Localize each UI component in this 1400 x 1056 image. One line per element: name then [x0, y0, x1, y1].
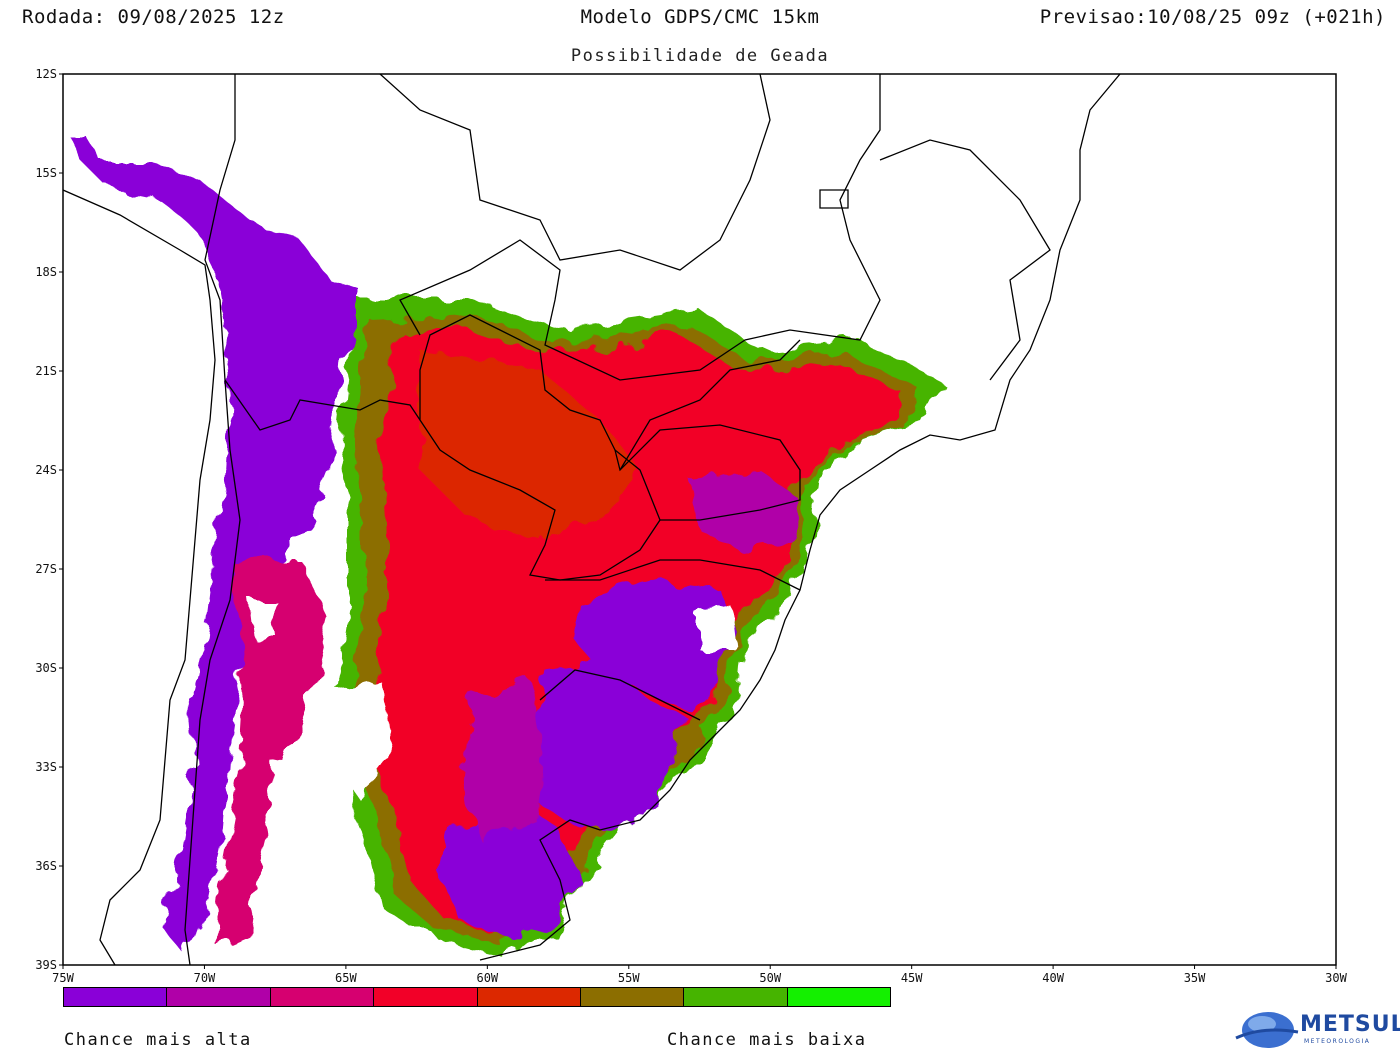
lon-tick-label: 50W [759, 971, 781, 985]
border-chile-argentina [184, 379, 241, 965]
logo-wordmark: METSUL [1300, 1012, 1400, 1037]
lon-tick-label: 40W [1042, 971, 1064, 985]
colorbar-segment [270, 988, 375, 1006]
map-frame [62, 73, 1337, 966]
border-rs [539, 559, 801, 721]
lat-tick-label: 18S [35, 265, 57, 279]
globe-icon [1235, 1012, 1299, 1048]
coastline-west [63, 189, 216, 965]
lat-tick-label: 27S [35, 562, 57, 576]
frost-map: 12S 15S 18S 21S 24S 27S 30S 33S 36S 39S 75W 70W 65W… [35, 67, 1348, 985]
frost-zone-uruguay [530, 660, 690, 830]
lon-tick-label: 55W [618, 971, 640, 985]
lon-tick-label: 70W [194, 971, 216, 985]
lon-tick-label: 45W [901, 971, 923, 985]
border-states-south [614, 424, 801, 521]
lat-tick-label: 24S [35, 463, 57, 477]
frost-zone-andes-edge [215, 560, 330, 945]
lat-tick-label: 33S [35, 760, 57, 774]
colorbar-segment [580, 988, 685, 1006]
lat-tick-label: 30S [35, 661, 57, 675]
latitude-ticks: 12S 15S 18S 21S 24S 27S 30S 33S 36S 39S [35, 67, 63, 972]
lake-bahia [819, 189, 849, 209]
frost-colorbar [63, 987, 891, 1007]
model-label: Modelo GDPS/CMC 15km [580, 6, 820, 28]
frost-field [68, 135, 940, 965]
lon-tick-label: 30W [1325, 971, 1347, 985]
lon-tick-label: 65W [335, 971, 357, 985]
lat-tick-label: 15S [35, 166, 57, 180]
lat-tick-label: 12S [35, 67, 57, 81]
frost-zone-orange-patch [420, 350, 640, 540]
border-paraguay [419, 314, 661, 581]
lat-tick-label: 36S [35, 859, 57, 873]
metsul-logo: METSUL METEOROLOGIA [1232, 1008, 1400, 1052]
no-frost-gap-4 [370, 930, 460, 965]
no-frost-gap-1 [330, 680, 390, 800]
border-andes [204, 74, 421, 431]
run-time-label: Rodada: 09/08/2025 12z [22, 6, 285, 28]
logo-tagline: METEOROLOGIA [1304, 1038, 1371, 1045]
border-states-north [379, 74, 771, 271]
border-ms-sp [619, 339, 801, 471]
frost-zone-parana [690, 470, 800, 550]
colorbar-segment [374, 988, 478, 1006]
colorbar-segment [477, 988, 581, 1006]
no-frost-gap-3 [700, 605, 735, 650]
colorbar-segment [167, 988, 271, 1006]
frost-zone-pampa-edge [460, 680, 545, 840]
lat-tick-label: 39S [35, 958, 57, 972]
boundaries [63, 74, 1121, 965]
border-states-ne [879, 139, 1051, 381]
lon-tick-label: 60W [476, 971, 498, 985]
colorbar-segment [64, 988, 168, 1006]
colorbar-segment [787, 988, 890, 1006]
frost-zone-andes [68, 135, 360, 950]
colorbar-right-label: Chance mais baixa [667, 1030, 867, 1050]
no-frost-gap-5 [250, 600, 280, 640]
frost-zone-pampa [440, 800, 580, 940]
no-frost-gap-2 [270, 760, 320, 830]
lon-tick-label: 35W [1184, 971, 1206, 985]
border-brazil-bolivia [399, 74, 881, 381]
coastline-east [479, 74, 1121, 961]
frost-zone-rs [575, 580, 735, 710]
map-subtitle: Possibilidade de Geada [570, 46, 830, 66]
forecast-valid-label: Previsao:10/08/25 09z (+021h) [1039, 6, 1386, 28]
colorbar-left-label: Chance mais alta [64, 1030, 252, 1050]
longitude-ticks: 75W 70W 65W 60W 55W 50W 45W 40W 35W 30W [52, 965, 1348, 985]
colorbar-segment [684, 988, 788, 1006]
lon-tick-label: 75W [52, 971, 74, 985]
lat-tick-label: 21S [35, 364, 57, 378]
